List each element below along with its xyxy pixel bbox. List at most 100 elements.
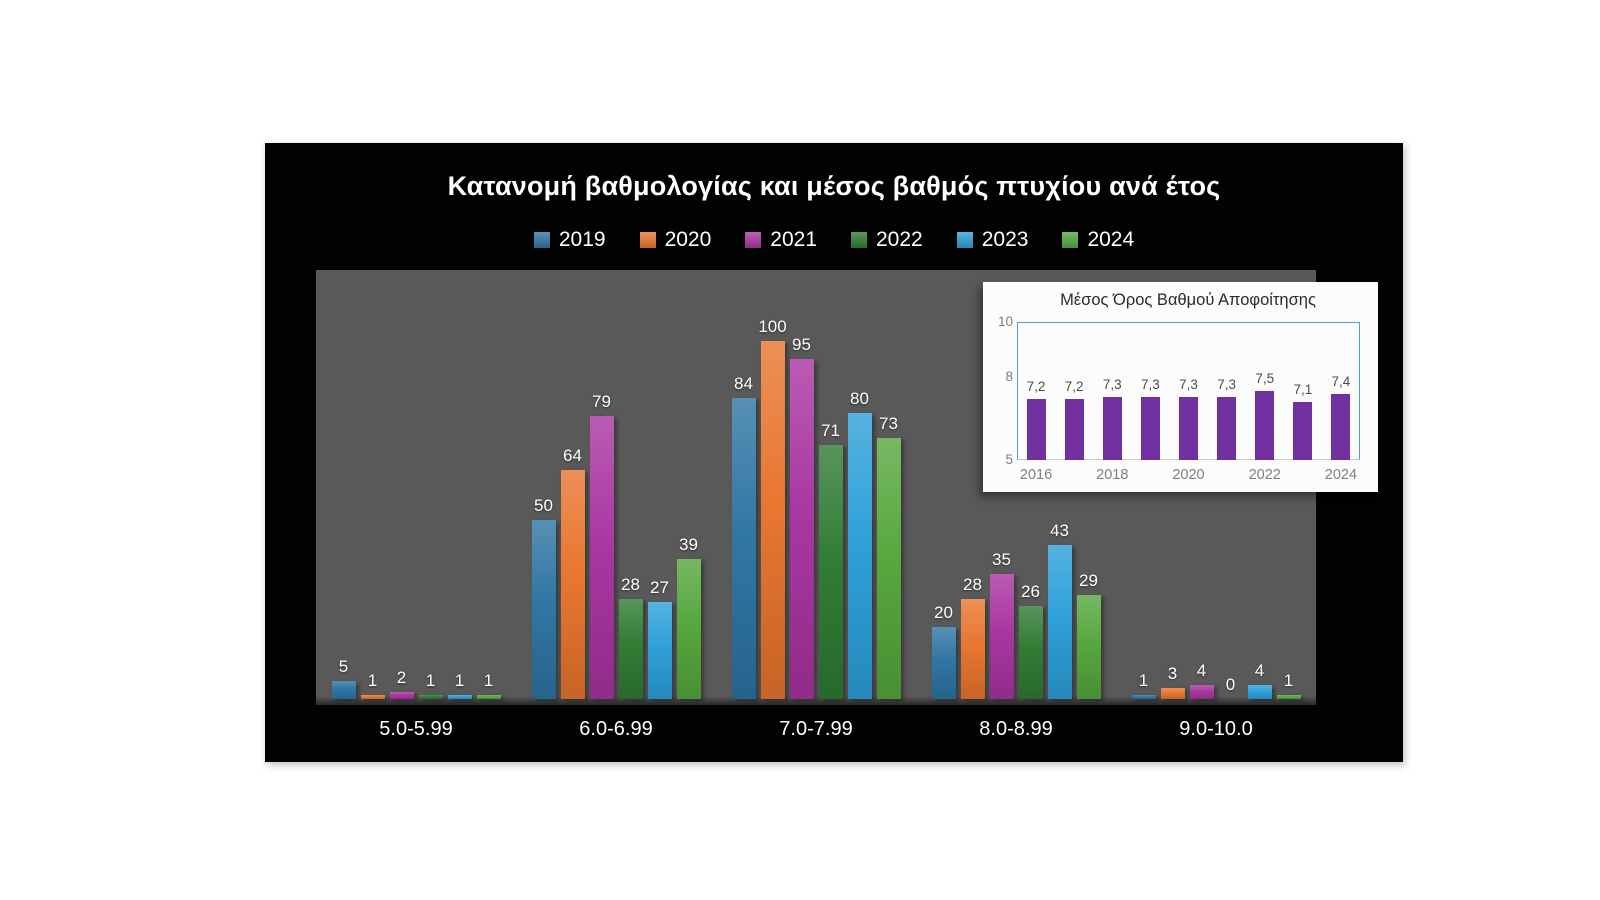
bar-2023-7.0-7.99	[847, 413, 872, 699]
bar-2024-6.0-6.99	[676, 559, 701, 699]
bar-value-label: 27	[650, 578, 669, 597]
bar-value-label: 0	[1225, 675, 1236, 694]
bar-2019-9.0-10.0	[1131, 695, 1156, 699]
legend-item-2021: 2021	[745, 228, 817, 252]
inset-bar-2017	[1064, 399, 1084, 460]
bar-2023-8.0-8.99	[1047, 545, 1072, 699]
category-label: 9.0-10.0	[1179, 718, 1253, 740]
inset-xtick: 2024	[1324, 467, 1358, 483]
bar-value-label: 1	[1283, 671, 1294, 690]
bar-2024-8.0-8.99	[1076, 595, 1101, 699]
x-axis-labels: 5.0-5.99 6.0-6.99 7.0-7.99 8.0-8.99 9.0-10.0	[316, 718, 1316, 744]
bar-2020-7.0-7.99	[760, 341, 785, 699]
bar-value-label: 39	[679, 535, 698, 554]
bar-2020-9.0-10.0	[1160, 688, 1185, 699]
legend: 2019 2020 2021 2022 2023 2024	[265, 228, 1403, 252]
bar-value-label: 3	[1167, 664, 1178, 683]
bar-2021-9.0-10.0	[1189, 685, 1214, 699]
inset-xtick: 2020	[1172, 467, 1205, 483]
legend-item-2024: 2024	[1062, 228, 1134, 252]
legend-label: 2023	[981, 228, 1029, 251]
inset-bar-2019	[1140, 397, 1160, 460]
bar-value-label: 50	[534, 496, 553, 515]
inset-bar-value-label: 7,3	[1217, 377, 1236, 392]
bar-2024-5.0-5.99	[476, 695, 501, 699]
bar-2024-7.0-7.99	[876, 438, 901, 699]
inset-ytick: 10	[997, 314, 1013, 329]
inset-bar-2022	[1255, 391, 1275, 460]
bar-value-label: 95	[792, 335, 811, 354]
bar-2023-5.0-5.99	[447, 695, 472, 699]
bar-value-label: 26	[1021, 582, 1040, 601]
bar-2021-7.0-7.99	[789, 359, 814, 699]
legend-swatch-icon	[533, 232, 550, 248]
legend-swatch-icon	[956, 232, 973, 248]
category-label: 7.0-7.99	[779, 718, 853, 740]
legend-label: 2021	[770, 228, 817, 251]
inset-bar-value-label: 7,3	[1179, 377, 1198, 392]
inset-chart-title: Μέσος Όρος Βαθμού Αποφοίτησης	[1060, 291, 1316, 309]
inset-bar-2024	[1331, 394, 1351, 460]
bar-value-label: 79	[592, 392, 611, 411]
bar-value-label: 84	[734, 374, 753, 393]
inset-bar-value-label: 7,5	[1255, 371, 1275, 386]
bar-2021-6.0-6.99	[589, 416, 614, 699]
legend-label: 2024	[1087, 228, 1135, 251]
legend-swatch-icon	[851, 232, 867, 248]
inset-bar-2021	[1217, 397, 1237, 460]
bar-2022-6.0-6.99	[618, 599, 643, 699]
bar-value-label: 28	[963, 575, 982, 594]
bar-value-label: 1	[1138, 671, 1149, 690]
inset-chart: Μέσος Όρος Βαθμού Αποφοίτησης 10 8 5 7,2 7,2…	[983, 282, 1378, 492]
inset-bar-2023	[1293, 402, 1313, 460]
inset-bar-value-label: 7,2	[1064, 379, 1084, 394]
legend-swatch-icon	[1062, 232, 1079, 248]
bar-2023-6.0-6.99	[647, 602, 672, 699]
category-label: 5.0-5.99	[379, 718, 453, 740]
inset-bar-2016	[1026, 399, 1046, 460]
bar-value-label: 71	[821, 421, 840, 440]
bar-value-label: 4	[1254, 661, 1265, 680]
bar-value-label: 20	[934, 603, 953, 622]
inset-bar-value-label: 7,3	[1102, 377, 1122, 392]
bar-2019-6.0-6.99	[531, 520, 556, 699]
bar-2019-5.0-5.99	[331, 681, 356, 699]
legend-label: 2020	[664, 228, 712, 251]
bar-2022-5.0-5.99	[418, 695, 443, 699]
legend-item-2023: 2023	[956, 228, 1029, 252]
bar-value-label: 35	[992, 550, 1011, 569]
bar-2022-7.0-7.99	[818, 445, 843, 699]
inset-xtick: 2016	[1019, 467, 1053, 483]
legend-label: 2019	[558, 228, 606, 251]
legend-item-2022: 2022	[851, 228, 923, 252]
bar-value-label: 28	[621, 575, 640, 594]
bar-value-label: 1	[425, 671, 436, 690]
inset-ytick: 5	[1005, 452, 1013, 467]
chart-canvas: Κατανομή βαθμολογίας και μέσος βαθμός πτ…	[265, 143, 1403, 762]
inset-bar-value-label: 7,2	[1026, 379, 1046, 394]
bar-2023-9.0-10.0	[1247, 685, 1272, 699]
bar-2020-6.0-6.99	[560, 470, 585, 699]
bar-value-label: 5	[338, 657, 349, 676]
legend-swatch-icon	[745, 232, 762, 248]
bar-value-label: 1	[454, 671, 465, 690]
bar-value-label: 1	[483, 671, 494, 690]
legend-swatch-icon	[639, 232, 656, 248]
legend-item-2020: 2020	[639, 228, 712, 252]
chart-title: Κατανομή βαθμολογίας και μέσος βαθμός πτ…	[447, 171, 1221, 201]
bar-value-label: 73	[879, 414, 898, 433]
inset-bar-value-label: 7,4	[1331, 374, 1351, 389]
bar-2021-5.0-5.99	[389, 692, 414, 699]
inset-bar-value-label: 7,3	[1140, 377, 1160, 392]
inset-bar-value-label: 7,1	[1293, 382, 1313, 397]
bar-value-label: 100	[758, 317, 787, 336]
bar-value-label: 1	[367, 671, 378, 690]
bar-value-label: 80	[850, 389, 869, 408]
bar-value-label: 4	[1196, 661, 1207, 680]
bar-2020-8.0-8.99	[960, 599, 985, 699]
bar-2019-8.0-8.99	[931, 627, 956, 699]
category-label: 8.0-8.99	[979, 718, 1053, 740]
bar-value-label: 29	[1079, 571, 1098, 590]
inset-xtick: 2022	[1248, 467, 1281, 483]
bar-value-label: 64	[563, 446, 582, 465]
